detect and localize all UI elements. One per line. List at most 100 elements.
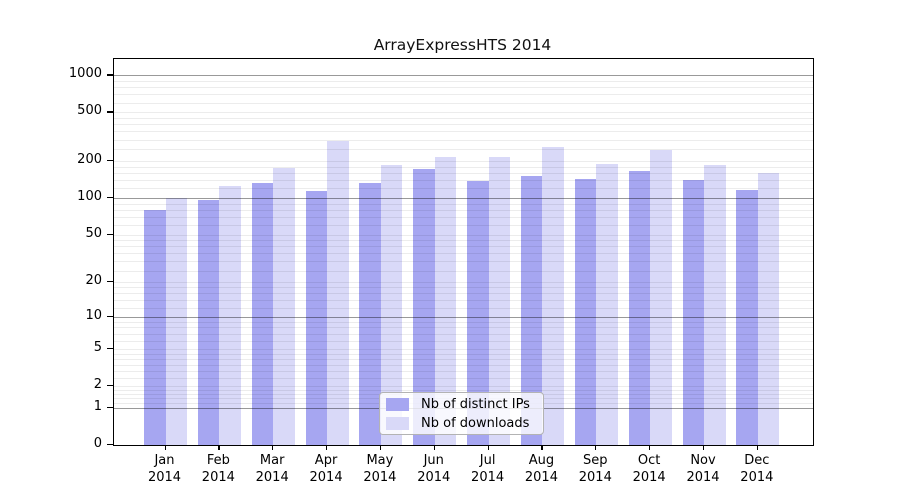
gridline-minor [114,131,813,133]
gridline-minor [114,139,813,141]
bar-downloads-jan [165,198,187,445]
y-tick-label: 100 [77,189,102,205]
legend-label-distinct-ips: Nb of distinct IPs [421,396,530,412]
y-tick-label: 200 [77,152,102,168]
x-axis-tick [649,445,651,450]
bar-distinct-ips-feb [197,200,220,445]
bar-distinct-ips-apr [305,191,328,445]
bar-downloads-dec [757,172,780,445]
x-tick-year: 2014 [686,470,720,485]
gridline-major [114,75,813,77]
gridline-minor [114,87,813,89]
legend-row-downloads: Nb of downloads [386,416,535,431]
gridline-minor [114,102,813,104]
bar-distinct-ips-jun [413,169,435,445]
bar-downloads-mar [273,167,295,445]
legend: Nb of distinct IPs Nb of downloads [379,392,544,435]
y-tick-label: 2 [93,377,102,393]
plot-area [113,58,814,446]
x-tick-label-jan: Jan 2014 [133,452,197,486]
x-tick-label-jun: Jun 2014 [402,452,466,486]
y-axis-tick [107,111,113,113]
x-tick-label-oct: Oct 2014 [617,452,681,486]
bar-downloads-jun [434,157,457,445]
x-tick-year: 2014 [740,470,774,485]
x-axis-tick [487,445,489,450]
y-axis-tick [107,444,113,446]
bar-downloads-apr [327,141,349,445]
y-axis-tick [107,315,113,317]
x-axis-tick [756,445,759,450]
bar-distinct-ips-mar [251,183,274,445]
legend-label-downloads: Nb of downloads [421,415,530,431]
chart-title: ArrayExpressHTS 2014 [373,36,552,54]
x-tick-year: 2014 [363,470,397,485]
x-axis-tick [272,445,274,450]
x-axis-tick [326,445,328,450]
x-axis-tick [433,445,435,450]
y-tick-label: 0 [93,436,102,451]
x-tick-year: 2014 [524,470,558,485]
gridline-minor [114,94,813,96]
x-tick-label-dec: Dec 2014 [725,452,789,486]
gridline-minor [114,80,813,82]
y-tick-label: 10 [85,307,102,323]
y-tick-label: 1 [93,398,102,414]
x-tick-label-mar: Mar 2014 [240,452,304,486]
bar-downloads-aug [542,146,564,445]
x-tick-year: 2014 [147,470,182,485]
x-tick-year: 2014 [471,470,505,485]
y-tick-label: 5 [93,340,102,356]
x-tick-label-jul: Jul 2014 [456,452,520,486]
x-axis-tick [164,445,166,450]
bar-downloads-sep [596,164,618,445]
y-tick-label: 500 [77,103,102,119]
gridline-minor [114,124,813,126]
legend-row-distinct-ips: Nb of distinct IPs [386,397,535,412]
x-axis-tick [379,445,382,450]
y-axis-tick [107,74,113,76]
y-tick-label: 50 [85,225,102,241]
legend-swatch-distinct-ips [386,397,409,411]
x-tick-year: 2014 [578,470,612,485]
x-tick-label-feb: Feb 2014 [186,452,250,486]
x-tick-year: 2014 [201,470,235,485]
y-axis-tick [107,233,113,235]
bar-downloads-may [380,165,403,445]
x-tick-label-may: May 2014 [348,452,412,486]
y-axis-tick [107,281,113,283]
bar-downloads-feb [219,186,241,445]
x-tick-label-sep: Sep 2014 [563,452,627,486]
gridline-minor [114,118,813,119]
bar-downloads-jul [488,157,511,445]
gridline-minor [114,112,813,114]
bar-distinct-ips-aug [520,175,543,445]
x-tick-label-apr: Apr 2014 [294,452,358,486]
bar-distinct-ips-nov [682,179,704,445]
gridline-minor [114,149,813,151]
bar-downloads-oct [650,150,672,445]
bar-distinct-ips-may [359,183,381,445]
x-tick-year: 2014 [309,470,343,485]
gridline-minor [114,161,813,163]
bar-distinct-ips-dec [736,189,758,445]
x-tick-label-nov: Nov 2014 [671,452,735,486]
y-tick-label: 20 [85,273,102,289]
x-tick-label-aug: Aug 2014 [509,452,573,486]
x-tick-year: 2014 [417,470,451,485]
bar-distinct-ips-sep [574,179,597,445]
bar-distinct-ips-jul [467,181,489,445]
x-tick-year: 2014 [255,470,289,485]
bar-distinct-ips-oct [628,171,651,445]
x-tick-year: 2014 [632,470,666,485]
bar-distinct-ips-jan [144,209,166,445]
y-axis-tick [107,160,113,162]
y-axis-tick [107,406,113,409]
legend-swatch-downloads [386,416,409,430]
x-axis-tick [703,445,705,450]
x-axis-tick [595,445,597,450]
x-axis-tick [218,445,220,450]
bar-downloads-nov [704,165,726,445]
x-axis-tick [541,445,543,450]
